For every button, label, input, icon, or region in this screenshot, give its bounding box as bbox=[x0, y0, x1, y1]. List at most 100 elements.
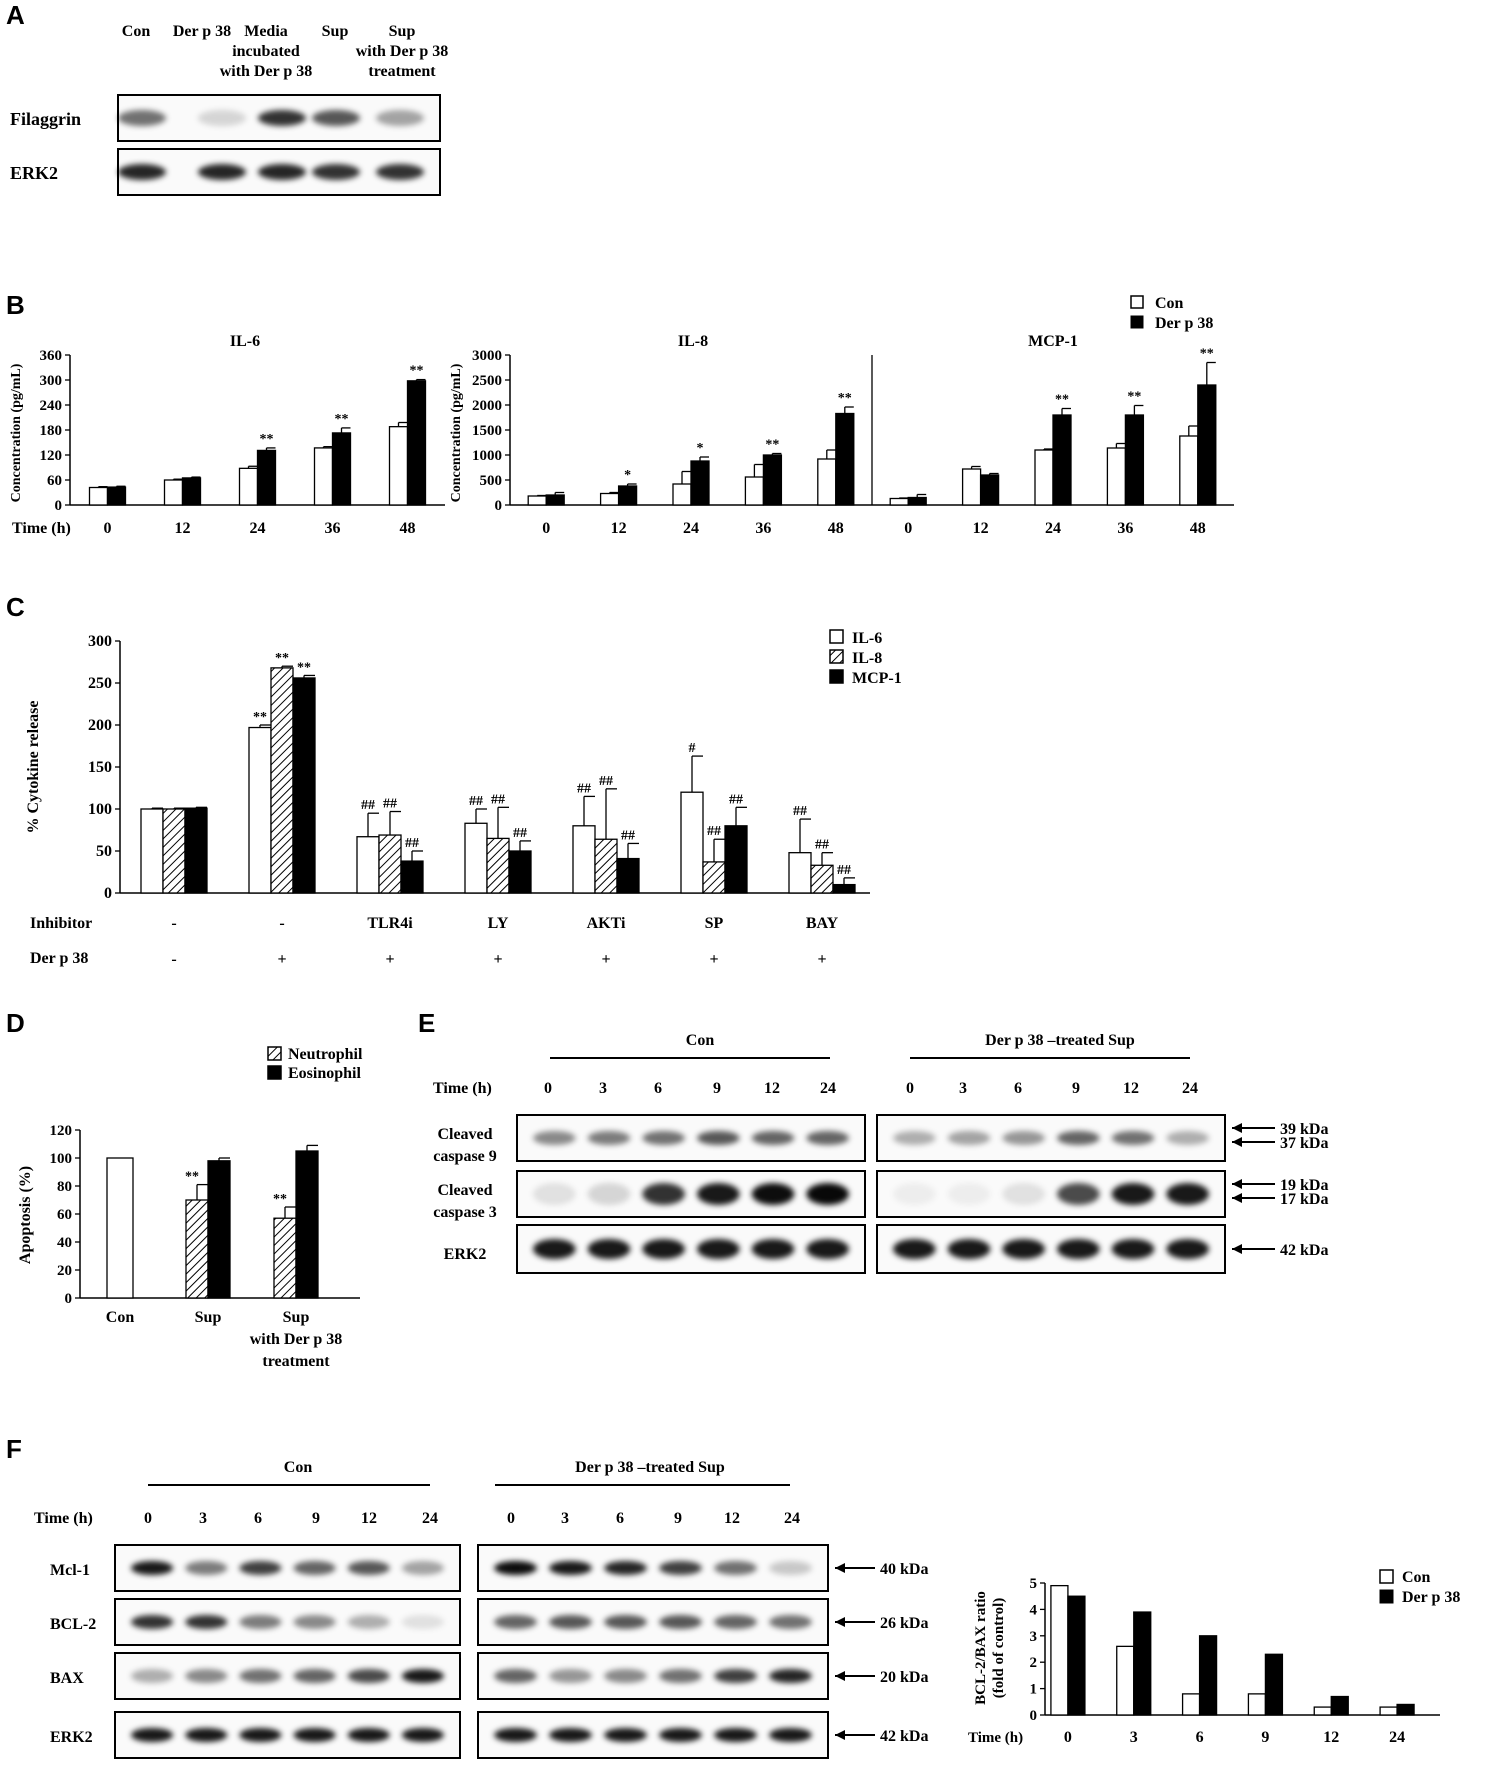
b-il8-ticklabel-3000: 3000 bbox=[472, 348, 502, 364]
b-il8-annot-2: * bbox=[624, 468, 631, 483]
f-bcl-2-sup-band-4 bbox=[659, 1615, 702, 1629]
e-time-con-12: 12 bbox=[764, 1080, 780, 1097]
b-il8-bar-1-1 bbox=[527, 495, 547, 506]
f-bcl-2-con-band-2 bbox=[185, 1615, 228, 1629]
e-time-sup-6: 6 bbox=[1014, 1080, 1022, 1097]
b-il6-bar-2-4 bbox=[331, 432, 352, 506]
f-mcl-1-con-band-1 bbox=[130, 1561, 174, 1575]
e-row-label-3-1: ERK2 bbox=[444, 1246, 487, 1263]
f-ratio-ticklabel-5: 5 bbox=[1030, 1576, 1038, 1592]
f-bcl-2-con-band-4 bbox=[293, 1615, 336, 1629]
lane-label-5: with Der p 38 bbox=[356, 43, 449, 60]
f-arrowhead-1 bbox=[835, 1563, 845, 1573]
f-time-con-0: 0 bbox=[144, 1510, 152, 1527]
b-il6-bar-1-3 bbox=[238, 467, 259, 506]
f-bax-con-band-4 bbox=[293, 1669, 336, 1683]
c-bar-3-1 bbox=[184, 807, 208, 894]
b-il8-bar-2-5 bbox=[835, 412, 855, 506]
c-inhibitor-label: Inhibitor bbox=[30, 915, 92, 932]
c-bar-2-3 bbox=[378, 834, 402, 894]
lane-label-3: Media bbox=[244, 23, 288, 40]
d-ticklabel-20: 20 bbox=[57, 1263, 72, 1279]
e-row1-con-band-2 bbox=[587, 1131, 631, 1145]
f-ratio-bar-2-4 bbox=[1264, 1653, 1284, 1716]
e-row3-con-band-1 bbox=[533, 1239, 576, 1259]
f-ratio-bar-2-3 bbox=[1198, 1635, 1218, 1716]
c-inhibitor-6: SP bbox=[705, 915, 724, 932]
erk2-band-3 bbox=[258, 164, 306, 180]
filaggrin-band-3 bbox=[258, 110, 306, 126]
c-ticklabel-150: 150 bbox=[88, 759, 112, 776]
e-time-sup-0: 0 bbox=[906, 1080, 914, 1097]
e-row2-con-band-6 bbox=[806, 1183, 849, 1205]
e-row2-sup-band-3 bbox=[1002, 1183, 1045, 1205]
c-bar-2-4 bbox=[486, 837, 510, 894]
e-row3-con-band-5 bbox=[751, 1239, 795, 1259]
b-il6-xtick-24: 24 bbox=[250, 520, 266, 537]
f-bcl-2-sup-band-1 bbox=[494, 1615, 537, 1629]
d-ticklabel-40: 40 bbox=[57, 1235, 72, 1251]
b-il6-ticklabel-60: 60 bbox=[47, 473, 62, 489]
f-ratio-bar-1-6 bbox=[1379, 1706, 1398, 1716]
e-row2-sup-band-4 bbox=[1057, 1183, 1100, 1205]
b-il8-bar-2-3 bbox=[690, 460, 710, 506]
d-bar-1-3 bbox=[273, 1217, 297, 1299]
d-ticklabel-80: 80 bbox=[57, 1179, 72, 1195]
f-time-label: Time (h) bbox=[34, 1510, 93, 1527]
f-erk2-con-band-1 bbox=[130, 1728, 174, 1742]
f-mcl-1-sup-band-6 bbox=[769, 1561, 812, 1575]
c-annot-2-5: ## bbox=[599, 774, 613, 789]
d-annot-1-2: ** bbox=[185, 1170, 199, 1185]
e-row-label-1-1: Cleaved bbox=[437, 1126, 492, 1143]
b-mcp1-bar-1-5 bbox=[1179, 435, 1199, 506]
d-ticklabel-120: 120 bbox=[50, 1123, 73, 1139]
e-row1-sup-band-5 bbox=[1111, 1131, 1155, 1145]
f-erk2-sup-band-5 bbox=[714, 1728, 757, 1742]
c-legend-label-1: IL-6 bbox=[852, 630, 882, 647]
e-time-con-6: 6 bbox=[654, 1080, 662, 1097]
panel-a-western-blot: Con Der p 38 Media incubated with Der p 38 Su… bbox=[10, 23, 449, 196]
c-annot-2-6: ## bbox=[707, 824, 721, 839]
c-annot-1-7: ## bbox=[793, 804, 807, 819]
e-arrowhead-2-1 bbox=[1232, 1179, 1242, 1189]
b-il8-ylabel: Concentration (pg/mL) bbox=[449, 363, 464, 502]
lane-label-3: incubated bbox=[232, 43, 300, 60]
e-row1-sup-band-1 bbox=[893, 1131, 936, 1145]
c-bar-1-7 bbox=[788, 852, 812, 894]
f-erk2-con-band-2 bbox=[185, 1728, 228, 1742]
f-kda-2: 26 kDa bbox=[880, 1615, 928, 1632]
c-bar-1-6 bbox=[680, 791, 704, 894]
f-bax-sup-band-1 bbox=[494, 1669, 537, 1683]
e-row-label-2-2: caspase 3 bbox=[433, 1204, 497, 1221]
b-il6-bar-1-1 bbox=[88, 486, 109, 506]
e-arrowhead-1-2 bbox=[1232, 1137, 1242, 1147]
e-arrowhead-3-1 bbox=[1232, 1244, 1242, 1254]
b-il6-title: IL-6 bbox=[230, 333, 260, 350]
f-kda-1: 40 kDa bbox=[880, 1561, 928, 1578]
b-il6-annot-5: ** bbox=[410, 364, 424, 379]
e-arrowhead-2-2 bbox=[1232, 1193, 1242, 1203]
c-inhibitor-5: AKTi bbox=[587, 915, 626, 932]
f-bax-con-band-3 bbox=[239, 1669, 282, 1683]
c-annot-2-3: ## bbox=[383, 797, 397, 812]
f-ratio-bar-2-6 bbox=[1396, 1703, 1415, 1716]
f-arrowhead-2 bbox=[835, 1617, 845, 1627]
d-ticklabel-60: 60 bbox=[57, 1207, 72, 1223]
legend-con-label: Con bbox=[1155, 295, 1184, 312]
f-erk2-sup-band-4 bbox=[659, 1728, 702, 1742]
e-time-con-9: 9 bbox=[713, 1080, 721, 1097]
c-legend-swatch-3 bbox=[829, 669, 844, 684]
e-row1-con-band-6 bbox=[806, 1131, 849, 1145]
b-il6-bar-2-1 bbox=[106, 486, 127, 506]
f-time-con-6: 6 bbox=[254, 1510, 262, 1527]
f-ratio-ticklabel-1: 1 bbox=[1030, 1682, 1038, 1698]
c-derp-6: + bbox=[709, 951, 718, 968]
e-kda-1-1: 39 kDa bbox=[1280, 1121, 1328, 1138]
f-bax-con-band-2 bbox=[185, 1669, 228, 1683]
e-row3-sup-band-3 bbox=[1002, 1239, 1045, 1259]
c-annot-3-3: ## bbox=[405, 836, 419, 851]
e-row2-con-band-3 bbox=[642, 1183, 685, 1205]
e-row2-sup-band-5 bbox=[1111, 1183, 1155, 1205]
e-row3-sup-band-1 bbox=[893, 1239, 936, 1259]
b-mcp1-annot-4: ** bbox=[1127, 390, 1141, 405]
